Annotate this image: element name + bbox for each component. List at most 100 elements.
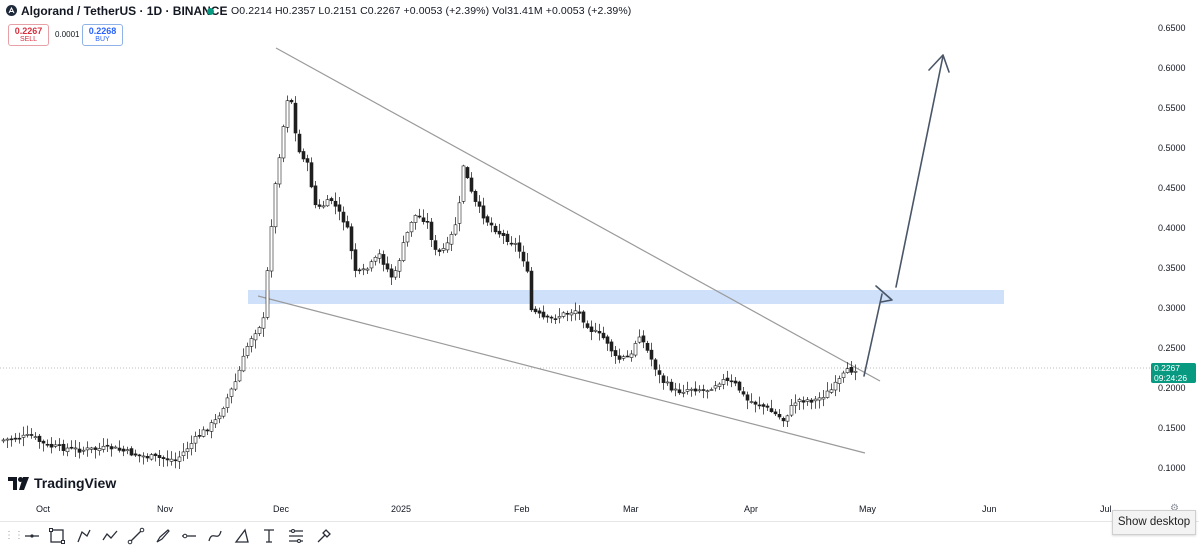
candle-body <box>365 268 370 271</box>
candle-body <box>353 249 358 271</box>
candle-body <box>517 242 522 252</box>
candle-body <box>233 381 238 390</box>
candle-body <box>821 397 826 400</box>
candle-body <box>93 447 98 450</box>
candle-body <box>753 401 758 405</box>
candle-body <box>105 444 110 447</box>
candle-body <box>97 448 102 451</box>
price-axis-label: 0.3000 <box>1158 303 1186 313</box>
candle-body <box>629 353 634 358</box>
candle-body <box>417 215 422 218</box>
price-chart[interactable] <box>0 0 1150 500</box>
candle-body <box>737 381 742 391</box>
market-status-icon <box>207 8 214 15</box>
candle-body <box>5 438 10 441</box>
candle-body <box>245 346 250 356</box>
candle-body <box>109 446 114 450</box>
toolbar-grip-icon[interactable]: ⋮⋮ <box>4 530 24 541</box>
horizontal-ray-tool-icon[interactable] <box>179 527 199 545</box>
candle-body <box>37 435 42 442</box>
price-axis[interactable]: 0.6500 0.6000 0.5500 0.5000 0.4500 0.400… <box>1150 0 1199 500</box>
candle-body <box>69 446 74 449</box>
candle-body <box>745 394 750 401</box>
candle-body <box>833 381 838 391</box>
candle-body <box>197 435 202 437</box>
candle-body <box>25 433 30 436</box>
candle-body <box>349 226 354 252</box>
candle-body <box>57 444 62 446</box>
spread-value: 0.0001 <box>55 30 80 39</box>
candle-body <box>89 447 94 450</box>
eyedropper-tool-icon[interactable] <box>314 527 334 545</box>
time-axis[interactable]: Oct Nov Dec 2025 Feb Mar Apr May Jun Jul <box>0 500 1150 520</box>
candle-body <box>705 390 710 393</box>
candle-body <box>773 411 778 415</box>
candle-body <box>713 385 718 389</box>
candle-body <box>177 456 182 462</box>
candle-body <box>205 429 210 432</box>
polyline-tool-icon[interactable] <box>100 527 120 545</box>
candle-body <box>325 199 330 207</box>
candle-body <box>393 270 398 278</box>
candle-body <box>169 458 174 462</box>
candle-body <box>421 217 426 222</box>
sell-button[interactable]: 0.2267 SELL <box>8 24 49 46</box>
candle-body <box>573 310 578 315</box>
current-price-value: 0.2267 <box>1154 363 1180 373</box>
price-axis-label: 0.4000 <box>1158 223 1186 233</box>
candle-body <box>445 242 450 251</box>
candle-body <box>65 447 70 452</box>
text-tool-icon[interactable] <box>259 527 279 545</box>
candle-body <box>757 404 762 407</box>
candle-body <box>217 415 222 420</box>
time-axis-label: Mar <box>623 504 639 514</box>
candle-body <box>801 400 806 403</box>
candle-body <box>709 389 714 391</box>
curve-tool-icon[interactable] <box>205 527 225 545</box>
candle-body <box>641 335 646 343</box>
path-tool-icon[interactable] <box>74 527 94 545</box>
rectangle-tool-icon[interactable] <box>47 527 67 545</box>
candle-body <box>161 457 166 459</box>
gear-icon[interactable]: ⚙ <box>1170 503 1179 514</box>
candle-body <box>697 389 702 392</box>
trend-line-tool-icon[interactable] <box>126 527 146 545</box>
candle-body <box>209 422 214 432</box>
candle-body <box>557 316 562 319</box>
price-axis-label: 0.2500 <box>1158 343 1186 353</box>
brush-tool-icon[interactable] <box>153 527 173 545</box>
candle-body <box>813 398 818 402</box>
price-axis-label: 0.3500 <box>1158 263 1186 273</box>
candle-body <box>729 380 734 383</box>
candle-body <box>313 185 318 206</box>
candle-body <box>541 311 546 318</box>
price-axis-label: 0.1000 <box>1158 463 1186 473</box>
candle-body <box>789 405 794 416</box>
sell-price: 0.2267 <box>14 26 43 36</box>
candle-body <box>625 355 630 358</box>
candle-body <box>777 414 782 418</box>
symbol-title[interactable]: Algorand / TetherUS · 1D · BINANCE <box>21 4 228 18</box>
candle-body <box>429 221 434 241</box>
candle-body <box>473 190 478 202</box>
buy-button[interactable]: 0.2268 BUY <box>82 24 123 46</box>
candle-body <box>401 242 406 261</box>
candle-body <box>77 448 82 453</box>
candle-body <box>13 437 18 440</box>
fib-tool-icon[interactable] <box>286 527 306 545</box>
candle-body <box>53 444 58 447</box>
tradingview-logo-icon <box>8 477 29 490</box>
triangle-tool-icon[interactable] <box>232 527 252 545</box>
candle-body <box>269 226 274 272</box>
candle-body <box>505 233 510 242</box>
candle-body <box>761 404 766 407</box>
price-axis-label: 0.6500 <box>1158 23 1186 33</box>
candle-body <box>509 242 514 245</box>
price-axis-label: 0.5000 <box>1158 143 1186 153</box>
candle-body <box>769 408 774 413</box>
candle-body <box>481 205 486 219</box>
candle-body <box>385 263 390 270</box>
current-price-badge: 0.2267 09:24:26 <box>1151 363 1196 383</box>
cursor-tool-icon[interactable] <box>22 527 42 545</box>
candle-body <box>241 355 246 372</box>
